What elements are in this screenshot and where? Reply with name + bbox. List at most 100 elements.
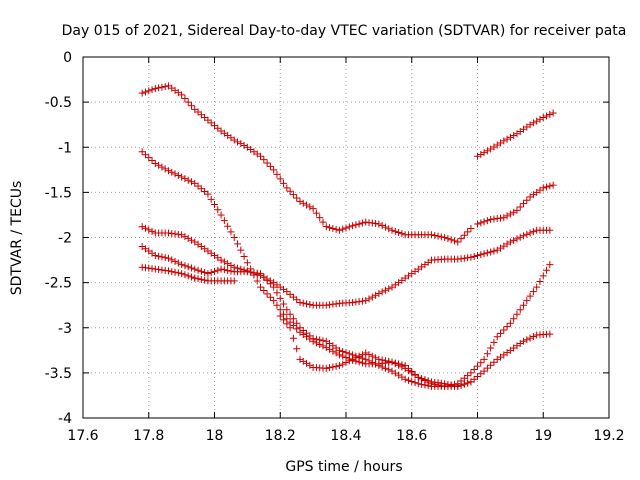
- y-tick-labels: 0 -0.5 -1 -1.5 -2 -2.5 -3 -3.5 -4: [45, 50, 72, 427]
- data-point: [312, 335, 320, 343]
- data-point: [404, 365, 412, 373]
- data-point: [490, 358, 498, 366]
- data-point: [523, 336, 531, 344]
- data-point: [480, 367, 488, 375]
- data-point: [168, 268, 176, 276]
- data-point: [381, 357, 389, 365]
- data-point: [187, 236, 195, 244]
- data-point: [141, 224, 149, 232]
- data-point: [342, 349, 350, 357]
- x-tick-label: 17.6: [67, 428, 98, 444]
- data-point: [191, 274, 199, 282]
- data-point: [296, 298, 304, 306]
- data-point: [220, 266, 228, 274]
- data-point: [178, 270, 186, 278]
- data-point: [234, 240, 242, 248]
- data-point: [181, 233, 189, 241]
- data-point: [378, 288, 386, 296]
- data-point: [187, 178, 195, 186]
- data-point: [243, 259, 251, 267]
- data-point: [326, 364, 334, 372]
- data-point: [401, 362, 409, 370]
- data-point: [293, 194, 301, 202]
- data-point: [391, 227, 399, 235]
- data-point: [280, 316, 288, 324]
- data-point: [477, 251, 485, 259]
- data-point: [161, 165, 169, 173]
- data-point: [145, 226, 153, 234]
- data-point: [342, 358, 350, 366]
- data-point: [161, 254, 169, 262]
- data-point: [391, 359, 399, 367]
- data-point: [460, 231, 468, 239]
- data-point: [385, 366, 393, 374]
- data-point: [516, 233, 524, 241]
- data-point: [158, 253, 166, 261]
- data-point: [516, 306, 524, 314]
- data-point: [539, 113, 547, 121]
- data-point: [270, 283, 278, 291]
- data-point: [480, 250, 488, 258]
- data-point: [546, 226, 554, 234]
- data-point: [490, 247, 498, 255]
- data-point: [240, 141, 248, 149]
- data-point: [388, 358, 396, 366]
- data-point: [411, 379, 419, 387]
- data-point: [503, 212, 511, 220]
- data-point: [207, 268, 215, 276]
- data-point: [174, 269, 182, 277]
- data-point: [266, 280, 274, 288]
- data-point: [303, 201, 311, 209]
- data-point: [178, 91, 186, 99]
- data-point: [483, 350, 491, 358]
- data-point: [378, 222, 386, 230]
- data-point: [171, 170, 179, 178]
- data-point: [533, 117, 541, 125]
- series-2: [474, 109, 557, 160]
- data-point: [467, 224, 475, 232]
- data-point: [234, 138, 242, 146]
- data-point: [289, 191, 297, 199]
- data-point: [493, 333, 501, 341]
- y-tick-label: -2: [58, 231, 72, 247]
- data-point: [381, 286, 389, 294]
- data-point: [319, 337, 327, 345]
- data-point: [513, 235, 521, 243]
- data-point: [437, 233, 445, 241]
- data-point: [398, 230, 406, 238]
- data-point: [138, 223, 146, 231]
- data-point: [447, 381, 455, 389]
- data-point: [322, 364, 330, 372]
- data-point: [326, 345, 334, 353]
- data-point: [240, 252, 248, 260]
- data-point: [184, 263, 192, 271]
- data-point: [322, 344, 330, 352]
- data-point: [260, 273, 268, 281]
- data-point: [543, 112, 551, 120]
- data-point: [513, 310, 521, 318]
- x-axis-label: GPS time / hours: [285, 459, 402, 475]
- data-point: [418, 380, 426, 388]
- data-point: [174, 171, 182, 179]
- data-point: [184, 272, 192, 280]
- data-point: [546, 330, 554, 338]
- data-point: [217, 211, 225, 219]
- data-point: [296, 197, 304, 205]
- data-point: [414, 380, 422, 388]
- data-point: [345, 357, 353, 365]
- data-point: [263, 276, 271, 284]
- data-point: [529, 119, 537, 127]
- data-point: [434, 232, 442, 240]
- data-point: [158, 83, 166, 91]
- data-point: [385, 225, 393, 233]
- data-point: [283, 184, 291, 192]
- data-point: [181, 271, 189, 279]
- data-point: [470, 365, 478, 373]
- data-point: [260, 156, 268, 164]
- data-point: [191, 265, 199, 273]
- data-point: [395, 360, 403, 368]
- data-point: [358, 351, 366, 359]
- data-point: [418, 375, 426, 383]
- data-point: [450, 237, 458, 245]
